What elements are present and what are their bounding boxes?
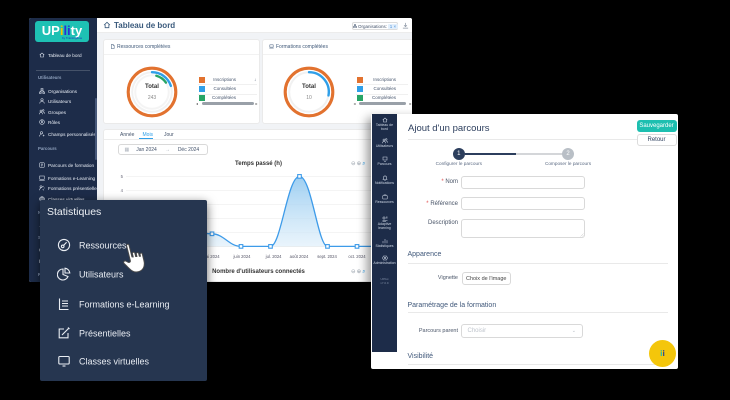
svg-text:4: 4	[121, 188, 124, 193]
svg-text:août 2024: août 2024	[290, 254, 309, 259]
svg-text:juin 2024: juin 2024	[233, 254, 252, 259]
svg-text:5: 5	[121, 174, 124, 179]
svg-text:sept. 2024: sept. 2024	[317, 254, 337, 259]
svg-text:oct. 2024: oct. 2024	[348, 254, 366, 259]
svg-text:jul. 2024: jul. 2024	[265, 254, 283, 259]
svg-text:mai 2024: mai 2024	[202, 254, 220, 259]
